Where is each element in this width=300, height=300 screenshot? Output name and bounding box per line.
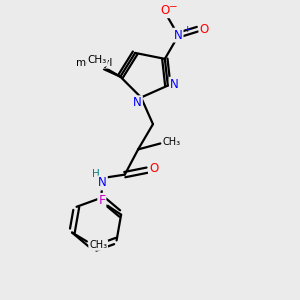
Text: methyl: methyl: [76, 58, 113, 68]
Text: +: +: [183, 25, 190, 34]
Text: O: O: [160, 4, 170, 17]
Text: F: F: [98, 194, 105, 207]
Text: methyl: methyl: [100, 60, 105, 61]
Text: CH₃: CH₃: [163, 137, 181, 147]
Text: N: N: [170, 78, 179, 91]
Text: N: N: [174, 28, 183, 42]
Text: O: O: [200, 23, 209, 36]
Text: N: N: [133, 96, 142, 109]
Text: −: −: [169, 2, 178, 12]
Text: O: O: [149, 162, 158, 175]
Text: H: H: [92, 169, 100, 179]
Text: CH₃: CH₃: [89, 240, 107, 250]
Text: CH₃: CH₃: [88, 55, 107, 65]
Text: N: N: [98, 176, 107, 189]
